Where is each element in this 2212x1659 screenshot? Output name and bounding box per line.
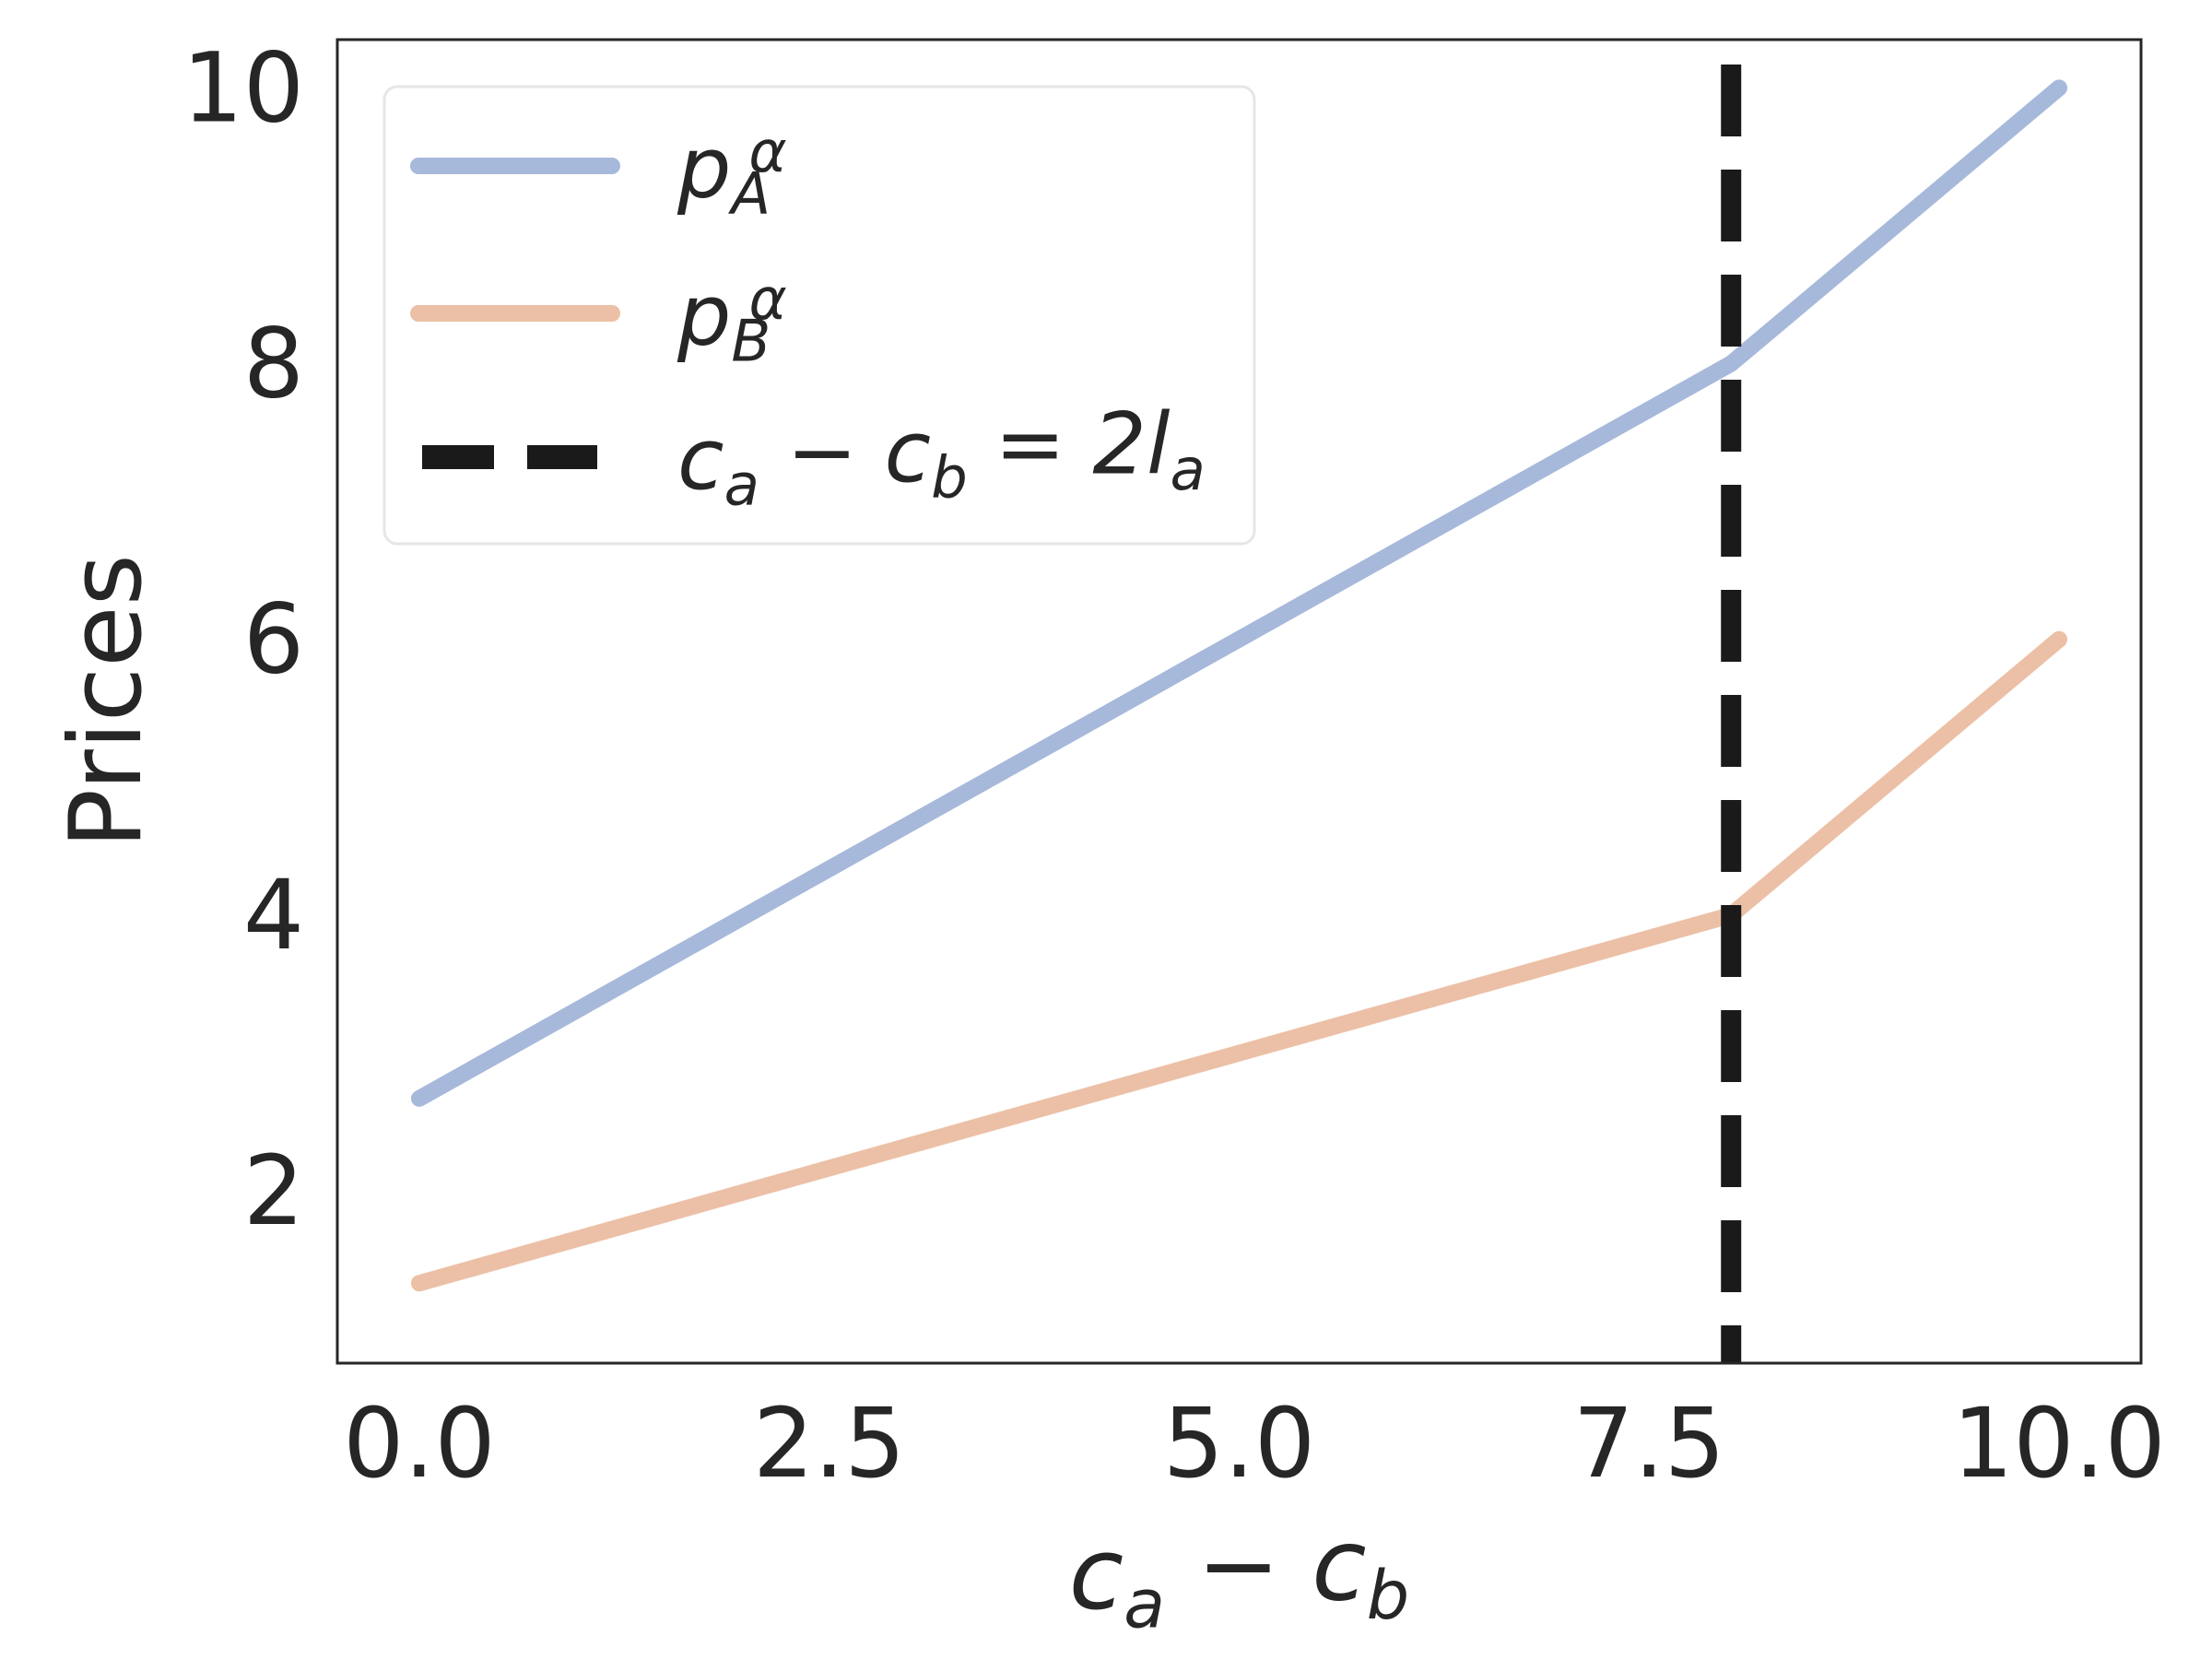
plot-frame [335,38,2143,1365]
y-tick-label: 10 [182,31,304,144]
x-tick-label: 7.5 [1573,1387,1725,1500]
y-axis-ticks: 2 4 6 8 10 [182,31,304,1247]
y-tick-label: 4 [243,859,304,971]
x-tick-label: 2.5 [753,1387,905,1500]
legend-label-pB: pBα​ [677,265,787,375]
legend-box [382,85,1256,546]
x-tick-label: 5.0 [1163,1387,1315,1500]
legend-label-pA: pAα​ [677,118,787,228]
x-axis-ticks: 0.0 2.5 5.0 7.5 10.0 [343,1387,2166,1500]
x-tick-label: 10.0 [1952,1387,2166,1500]
legend: pAα​ pBα​ ca − cb = 2la​ [382,85,1256,546]
x-tick-label: 0.0 [343,1387,495,1500]
plot-lines [410,65,2068,1363]
y-axis-label: Prices [49,554,164,849]
y-tick-label: 6 [243,583,304,696]
x-axis-label: ca − cb​ [1069,1508,1410,1643]
y-tick-label: 8 [243,308,304,420]
series-line [410,79,2068,1107]
y-tick-label: 2 [243,1135,304,1247]
legend-label-vline: ca − cb = 2la​ [677,395,1206,519]
